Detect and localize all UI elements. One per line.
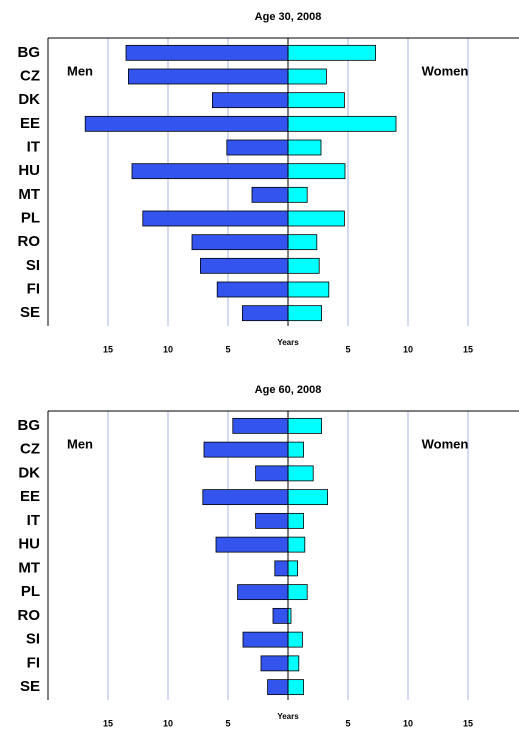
category-label: BG xyxy=(18,417,41,434)
bar xyxy=(215,536,289,553)
category-label: RO xyxy=(18,607,41,624)
category-label: PL xyxy=(21,209,40,226)
bar xyxy=(267,679,289,696)
bar xyxy=(191,234,289,251)
category-label: FI xyxy=(27,280,40,297)
category-label: SE xyxy=(20,304,40,321)
series-label: Women xyxy=(422,436,469,451)
bar xyxy=(287,115,397,132)
x-tick-label: 10 xyxy=(163,718,173,728)
x-axis-label: Years xyxy=(277,338,299,347)
bar xyxy=(287,44,376,61)
bar xyxy=(251,186,289,203)
bar xyxy=(142,210,289,227)
bar xyxy=(211,92,289,109)
x-tick-label: 15 xyxy=(463,718,473,728)
bar xyxy=(287,631,303,648)
category-label: SE xyxy=(20,678,40,695)
bar xyxy=(274,560,289,577)
bar xyxy=(287,186,308,203)
bar xyxy=(232,417,289,434)
series-label: Men xyxy=(67,436,93,451)
category-label: IT xyxy=(27,512,40,529)
x-tick-label: 10 xyxy=(163,344,173,354)
category-label: DK xyxy=(18,464,40,481)
bar xyxy=(287,465,314,482)
bar xyxy=(287,560,299,577)
x-tick-label: 5 xyxy=(225,344,230,354)
bar xyxy=(287,92,345,109)
bar xyxy=(203,441,289,458)
category-label: EE xyxy=(20,115,40,132)
bar xyxy=(287,139,322,156)
category-label: BG xyxy=(18,44,41,61)
bar xyxy=(216,281,289,298)
bar xyxy=(287,679,305,696)
category-label: DK xyxy=(18,91,40,108)
x-tick-label: 15 xyxy=(103,718,113,728)
bar xyxy=(287,417,322,434)
category-label: MT xyxy=(18,559,40,576)
bar xyxy=(131,163,289,180)
chart-title: Age 60, 2008 xyxy=(255,384,322,396)
category-label: FI xyxy=(27,654,40,671)
bar xyxy=(237,584,289,601)
bar xyxy=(241,305,289,322)
bar xyxy=(255,512,289,529)
x-tick-label: 15 xyxy=(463,344,473,354)
category-label: EE xyxy=(20,488,40,505)
bar xyxy=(84,115,289,132)
bar xyxy=(287,584,308,601)
bar xyxy=(287,512,305,529)
category-label: PL xyxy=(21,583,40,600)
bar xyxy=(287,234,318,251)
bar xyxy=(287,441,305,458)
bar xyxy=(287,257,320,274)
bar xyxy=(287,489,328,506)
bar xyxy=(125,44,289,61)
bar xyxy=(287,536,306,553)
category-label: HU xyxy=(18,536,40,553)
bar xyxy=(226,139,289,156)
bar xyxy=(199,257,289,274)
bar xyxy=(127,68,289,85)
series-label: Men xyxy=(67,63,93,78)
category-label: CZ xyxy=(20,67,40,84)
series-label: Women xyxy=(422,63,469,78)
bar xyxy=(287,655,300,672)
category-label: SI xyxy=(26,257,40,274)
category-label: CZ xyxy=(20,441,40,458)
bar xyxy=(272,607,289,624)
bar xyxy=(242,631,289,648)
x-tick-label: 10 xyxy=(403,718,413,728)
x-tick-label: 10 xyxy=(403,344,413,354)
x-tick-label: 15 xyxy=(103,344,113,354)
bar xyxy=(287,305,322,322)
category-label: IT xyxy=(27,138,40,155)
chart-title: Age 30, 2008 xyxy=(255,11,322,23)
bar xyxy=(202,489,289,506)
bar xyxy=(287,68,327,85)
bar xyxy=(287,163,346,180)
x-tick-label: 5 xyxy=(225,718,230,728)
x-tick-label: 5 xyxy=(345,718,350,728)
x-tick-label: 5 xyxy=(345,344,350,354)
x-axis-label: Years xyxy=(277,712,299,721)
bar xyxy=(260,655,289,672)
category-label: SI xyxy=(26,631,40,648)
category-label: MT xyxy=(18,186,40,203)
category-label: RO xyxy=(18,233,41,250)
bar xyxy=(287,210,345,227)
bar xyxy=(287,281,330,298)
bar xyxy=(255,465,289,482)
category-label: HU xyxy=(18,162,40,179)
